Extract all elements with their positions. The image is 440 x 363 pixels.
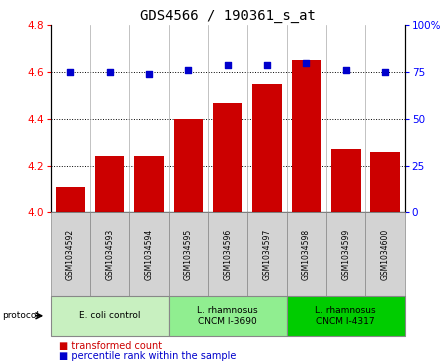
Point	[67, 69, 74, 75]
Text: L. rhamnosus
CNCM I-3690: L. rhamnosus CNCM I-3690	[198, 306, 258, 326]
Text: L. rhamnosus
CNCM I-4317: L. rhamnosus CNCM I-4317	[315, 306, 376, 326]
Bar	[208, 212, 247, 296]
Point	[106, 69, 113, 75]
Text: ■ transformed count: ■ transformed count	[59, 340, 162, 351]
Bar	[331, 149, 360, 212]
Bar	[51, 212, 90, 296]
Text: GSM1034593: GSM1034593	[105, 228, 114, 280]
Bar	[287, 296, 405, 336]
Bar	[287, 212, 326, 296]
Point	[146, 71, 153, 77]
Text: GSM1034592: GSM1034592	[66, 229, 75, 280]
Text: protocol: protocol	[2, 311, 39, 320]
Bar	[55, 187, 85, 212]
Bar	[292, 61, 321, 212]
Point	[224, 62, 231, 68]
Bar	[326, 212, 366, 296]
Bar	[95, 156, 125, 212]
Bar	[366, 212, 405, 296]
Text: ■ percentile rank within the sample: ■ percentile rank within the sample	[59, 351, 237, 362]
Bar	[51, 296, 169, 336]
Bar	[247, 212, 287, 296]
Point	[342, 68, 349, 73]
Bar	[252, 84, 282, 212]
Text: GSM1034599: GSM1034599	[341, 228, 350, 280]
Point	[264, 62, 271, 68]
Text: GSM1034594: GSM1034594	[144, 228, 154, 280]
Text: GSM1034596: GSM1034596	[223, 228, 232, 280]
Point	[381, 69, 389, 75]
Bar	[169, 296, 287, 336]
Point	[303, 60, 310, 66]
Point	[185, 68, 192, 73]
Title: GDS4566 / 190361_s_at: GDS4566 / 190361_s_at	[140, 9, 315, 23]
Bar	[169, 212, 208, 296]
Text: GSM1034598: GSM1034598	[302, 229, 311, 280]
Text: E. coli control: E. coli control	[79, 311, 140, 320]
Bar	[129, 212, 169, 296]
Bar	[213, 102, 242, 212]
Bar	[90, 212, 129, 296]
Text: GSM1034597: GSM1034597	[263, 228, 271, 280]
Bar	[370, 152, 400, 212]
Bar	[134, 156, 164, 212]
Bar	[174, 119, 203, 212]
Text: GSM1034600: GSM1034600	[381, 228, 390, 280]
Text: GSM1034595: GSM1034595	[184, 228, 193, 280]
